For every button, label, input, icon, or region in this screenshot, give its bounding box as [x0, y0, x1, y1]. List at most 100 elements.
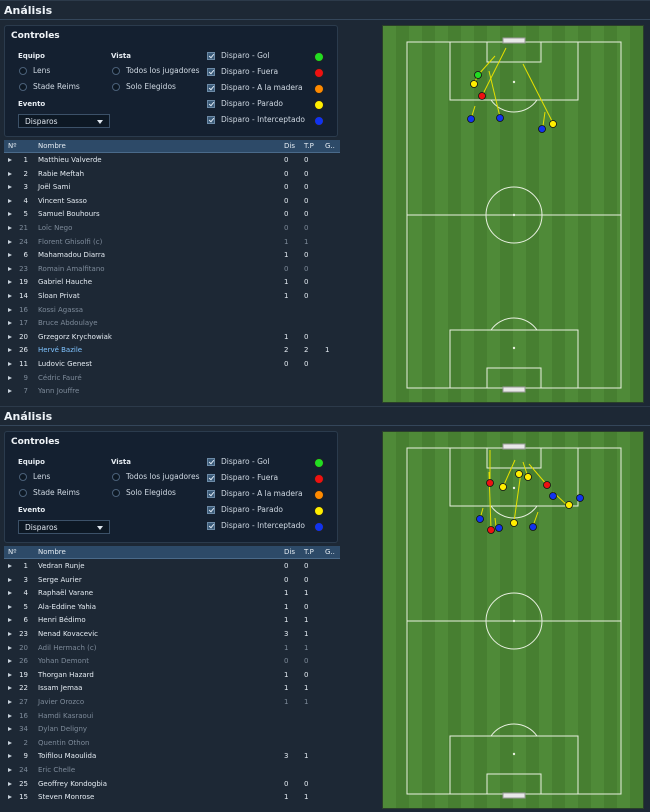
table-row[interactable]: 20 Grzegorz Krychowiak 1 0 — [4, 330, 340, 344]
col-on-target[interactable]: T.P — [304, 548, 314, 556]
radio-icon[interactable] — [19, 82, 27, 91]
player-name[interactable]: Toifilou Maoulida — [38, 752, 97, 761]
play-icon[interactable] — [8, 321, 12, 326]
table-row[interactable]: 2 Quentin Othon — [4, 736, 340, 750]
play-icon[interactable] — [8, 686, 12, 691]
radio-icon[interactable] — [112, 82, 120, 91]
view-option-all[interactable]: Todos los jugadores — [112, 472, 199, 481]
player-name[interactable]: Romain Amalfitano — [38, 264, 105, 273]
legend-saved[interactable]: Disparo - Parado — [207, 99, 283, 108]
col-shots[interactable]: Dis — [284, 548, 295, 556]
play-icon[interactable] — [8, 740, 12, 745]
table-row[interactable]: 4 Raphaël Varane 1 1 — [4, 586, 340, 600]
table-row[interactable]: 17 Bruce Abdoulaye — [4, 316, 340, 330]
play-icon[interactable] — [8, 198, 12, 203]
play-icon[interactable] — [8, 212, 12, 217]
play-icon[interactable] — [8, 253, 12, 258]
col-name[interactable]: Nombre — [38, 548, 66, 556]
player-name[interactable]: Issam Jemaa — [38, 684, 83, 693]
player-name[interactable]: Cédric Fauré — [38, 373, 82, 382]
player-name[interactable]: Vincent Sasso — [38, 196, 87, 205]
table-row[interactable]: 34 Dylan Deligny — [4, 722, 340, 736]
table-row[interactable]: 23 Romain Amalfitano 0 0 — [4, 262, 340, 276]
table-row[interactable]: 27 Javier Orozco 1 1 — [4, 695, 340, 709]
table-row[interactable]: 6 Henri Bédimo 1 1 — [4, 613, 340, 627]
table-row[interactable]: 20 Adil Hermach (c) 1 1 — [4, 641, 340, 655]
play-icon[interactable] — [8, 266, 12, 271]
checkbox-icon[interactable] — [207, 521, 215, 530]
col-number[interactable]: Nº — [8, 142, 17, 150]
table-row[interactable]: 26 Yohan Demont 0 0 — [4, 654, 340, 668]
radio-icon[interactable] — [112, 488, 120, 497]
col-shots[interactable]: Dis — [284, 142, 295, 150]
player-name[interactable]: Sloan Privat — [38, 291, 80, 300]
table-row[interactable]: 7 Yann Jouffre — [4, 384, 340, 398]
legend-off-target[interactable]: Disparo - Fuera — [207, 473, 278, 482]
play-icon[interactable] — [8, 754, 12, 759]
player-name[interactable]: Eric Chelle — [38, 765, 76, 774]
radio-icon[interactable] — [112, 472, 120, 481]
play-icon[interactable] — [8, 604, 12, 609]
player-name[interactable]: Raphaël Varane — [38, 589, 94, 598]
play-icon[interactable] — [8, 389, 12, 394]
player-name[interactable]: Geoffrey Kondogbia — [38, 779, 108, 788]
checkbox-icon[interactable] — [207, 115, 215, 124]
play-icon[interactable] — [8, 795, 12, 800]
col-goals[interactable]: G.. — [325, 142, 335, 150]
play-icon[interactable] — [8, 334, 12, 339]
checkbox-icon[interactable] — [207, 51, 215, 60]
play-icon[interactable] — [8, 185, 12, 190]
player-name[interactable]: Yohan Demont — [38, 657, 89, 666]
player-name[interactable]: Ala-Eddine Yahia — [38, 602, 97, 611]
play-icon[interactable] — [8, 645, 12, 650]
play-icon[interactable] — [8, 767, 12, 772]
play-icon[interactable] — [8, 713, 12, 718]
table-row[interactable]: 5 Ala-Eddine Yahia 1 0 — [4, 600, 340, 614]
play-icon[interactable] — [8, 659, 12, 664]
player-name[interactable]: Dylan Deligny — [38, 725, 88, 734]
checkbox-icon[interactable] — [207, 83, 215, 92]
player-name[interactable]: Adil Hermach (c) — [38, 643, 97, 652]
play-icon[interactable] — [8, 591, 12, 596]
event-select[interactable]: Disparos — [18, 114, 110, 128]
checkbox-icon[interactable] — [207, 99, 215, 108]
legend-goal[interactable]: Disparo - Gol — [207, 51, 270, 60]
table-row[interactable]: 23 Nenad Kovacevic 3 1 — [4, 627, 340, 641]
player-name[interactable]: Henri Bédimo — [38, 616, 86, 625]
table-row[interactable]: 3 Joël Sami 0 0 — [4, 180, 340, 194]
play-icon[interactable] — [8, 672, 12, 677]
table-row[interactable]: 4 Vincent Sasso 0 0 — [4, 194, 340, 208]
play-icon[interactable] — [8, 618, 12, 623]
table-row[interactable]: 24 Florent Ghisolfi (c) 1 1 — [4, 235, 340, 249]
col-name[interactable]: Nombre — [38, 142, 66, 150]
view-option-selected[interactable]: Solo Elegidos — [112, 82, 176, 91]
player-name[interactable]: Javier Orozco — [38, 697, 85, 706]
table-row[interactable]: 24 Eric Chelle — [4, 763, 340, 777]
table-row[interactable]: 21 Loïc Nego 0 0 — [4, 221, 340, 235]
table-row[interactable]: 15 Steven Monrose 1 1 — [4, 790, 340, 804]
player-name[interactable]: Loïc Nego — [38, 223, 73, 232]
player-name[interactable]: Mahamadou Diarra — [38, 251, 106, 260]
radio-icon[interactable] — [19, 488, 27, 497]
player-name[interactable]: Hamdi Kasraoui — [38, 711, 94, 720]
player-name[interactable]: Quentin Othon — [38, 738, 90, 747]
col-on-target[interactable]: T.P — [304, 142, 314, 150]
view-option-all[interactable]: Todos los jugadores — [112, 66, 199, 75]
player-name[interactable]: Florent Ghisolfi (c) — [38, 237, 103, 246]
legend-blocked[interactable]: Disparo - Interceptado — [207, 115, 305, 124]
play-icon[interactable] — [8, 348, 12, 353]
table-row[interactable]: 25 Geoffrey Kondogbia 0 0 — [4, 777, 340, 791]
radio-icon[interactable] — [19, 472, 27, 481]
player-name[interactable]: Yann Jouffre — [38, 387, 80, 396]
team-option-lens[interactable]: Lens — [19, 66, 50, 75]
radio-icon[interactable] — [19, 66, 27, 75]
play-icon[interactable] — [8, 564, 12, 568]
player-name[interactable]: Steven Monrose — [38, 793, 95, 802]
player-name[interactable]: Matthieu Valverde — [38, 156, 102, 164]
legend-blocked[interactable]: Disparo - Interceptado — [207, 521, 305, 530]
table-row[interactable]: 9 Cédric Fauré — [4, 371, 340, 385]
table-row[interactable]: 16 Kossi Agassa — [4, 303, 340, 317]
play-icon[interactable] — [8, 361, 12, 366]
checkbox-icon[interactable] — [207, 473, 215, 482]
checkbox-icon[interactable] — [207, 457, 215, 466]
